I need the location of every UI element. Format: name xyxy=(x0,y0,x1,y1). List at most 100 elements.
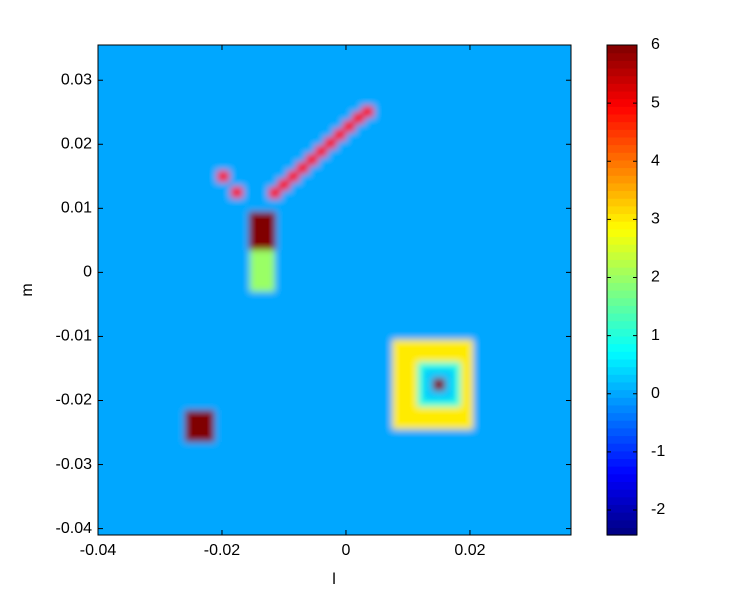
heatmap-cell xyxy=(249,246,275,292)
colorbar-step xyxy=(607,358,637,368)
colorbar-step xyxy=(607,504,637,513)
colorbar-step xyxy=(607,144,637,153)
colorbar-step xyxy=(607,60,637,69)
colorbar-tick-label: 3 xyxy=(651,211,660,228)
plot-frame xyxy=(97,44,572,536)
colorbar-tick-label: -2 xyxy=(651,501,665,518)
y-tick-label: -0.04 xyxy=(56,520,93,537)
colorbar-step xyxy=(607,290,637,299)
colorbar-step xyxy=(607,190,637,199)
colorbar-step xyxy=(607,136,637,146)
colorbar-step xyxy=(607,312,637,322)
colorbar-step xyxy=(607,328,637,337)
colorbar-step xyxy=(607,335,637,345)
colorbar-tick-label: 5 xyxy=(651,94,660,111)
colorbar-step xyxy=(607,259,637,268)
colorbar-step xyxy=(607,83,637,92)
colorbar-step xyxy=(607,512,637,521)
heatmap-cell xyxy=(432,378,446,391)
colorbar-step xyxy=(607,152,637,161)
colorbar-step xyxy=(607,374,637,383)
x-axis-label: l xyxy=(332,571,336,588)
heatmap-cell xyxy=(268,187,281,199)
heatmap xyxy=(98,45,571,535)
y-tick-label: 0.02 xyxy=(61,135,92,152)
colorbar-step xyxy=(607,397,637,406)
colorbar-step xyxy=(607,366,637,375)
heatmap-cell xyxy=(342,120,356,133)
colorbar-step xyxy=(607,175,637,184)
y-tick-label: 0.01 xyxy=(61,200,92,217)
heatmap-cell xyxy=(296,162,309,174)
y-tick-label: -0.03 xyxy=(56,456,93,473)
colorbar-tick-label: 6 xyxy=(651,36,660,53)
heatmap-cell xyxy=(184,410,215,443)
heatmap-cell xyxy=(277,178,291,191)
colorbar-step xyxy=(607,489,637,498)
colorbar-step xyxy=(607,251,637,260)
colorbar-step xyxy=(607,320,637,329)
colorbar-step xyxy=(607,236,637,245)
y-tick-label: -0.01 xyxy=(56,328,93,345)
x-tick-label: 0 xyxy=(342,542,351,559)
heatmap-background xyxy=(98,45,571,535)
heatmap-cell xyxy=(287,170,300,183)
colorbar-step xyxy=(607,381,637,391)
colorbar-step xyxy=(607,481,637,490)
colorbar-step xyxy=(607,282,637,291)
colorbar-step xyxy=(607,244,637,253)
colorbar-tick-label: 0 xyxy=(651,385,660,402)
y-tick-label: -0.02 xyxy=(56,392,93,409)
x-tick-label: 0.02 xyxy=(454,542,485,559)
colorbar-step xyxy=(607,167,637,176)
heatmap-cell xyxy=(217,170,230,183)
colorbar xyxy=(607,45,637,536)
colorbar-step xyxy=(607,274,637,283)
colorbar-step xyxy=(607,351,637,360)
colorbar-step xyxy=(607,519,637,528)
colorbar-step xyxy=(607,389,637,398)
y-tick-label: 0 xyxy=(83,264,92,281)
colorbar-step xyxy=(607,45,637,54)
colorbar-step xyxy=(607,213,637,222)
colorbar-step xyxy=(607,473,637,483)
colorbar-step xyxy=(607,221,637,230)
plot-area xyxy=(98,45,571,535)
colorbar-step xyxy=(607,52,637,61)
colorbar-step xyxy=(607,198,637,207)
colorbar-step xyxy=(607,121,637,130)
colorbar-step xyxy=(607,90,637,100)
colorbar-step xyxy=(607,98,637,107)
colorbar-step xyxy=(607,450,637,460)
x-tick-label: -0.04 xyxy=(80,542,117,559)
colorbar-step xyxy=(607,182,637,192)
colorbar-step xyxy=(607,129,637,138)
colorbar-step xyxy=(607,404,637,414)
colorbar-step xyxy=(607,496,637,505)
colorbar-step xyxy=(607,67,637,77)
heatmap-cell xyxy=(333,128,346,141)
colorbar-step xyxy=(607,435,637,444)
colorbar-tick-label: 1 xyxy=(651,327,660,344)
colorbar-step xyxy=(607,443,637,452)
colorbar-step xyxy=(607,159,637,169)
colorbar-step xyxy=(607,412,637,421)
heatmap-cell xyxy=(314,145,328,158)
colorbar-tick-label: 2 xyxy=(651,269,660,286)
colorbar-step xyxy=(607,466,637,475)
colorbar-step xyxy=(607,420,637,429)
colorbar-step xyxy=(607,113,637,123)
heatmap-cell xyxy=(361,105,374,118)
colorbar-step xyxy=(607,75,637,84)
y-axis-label: m xyxy=(19,283,36,296)
colorbar-step xyxy=(607,427,637,437)
colorbar-step xyxy=(607,343,637,352)
colorbar-step xyxy=(607,297,637,306)
heatmap-cell xyxy=(352,112,365,124)
colorbar-step xyxy=(607,458,637,467)
heatmap-cell xyxy=(248,211,276,250)
x-tick-label: -0.02 xyxy=(204,542,241,559)
heatmap-cell xyxy=(305,153,319,166)
